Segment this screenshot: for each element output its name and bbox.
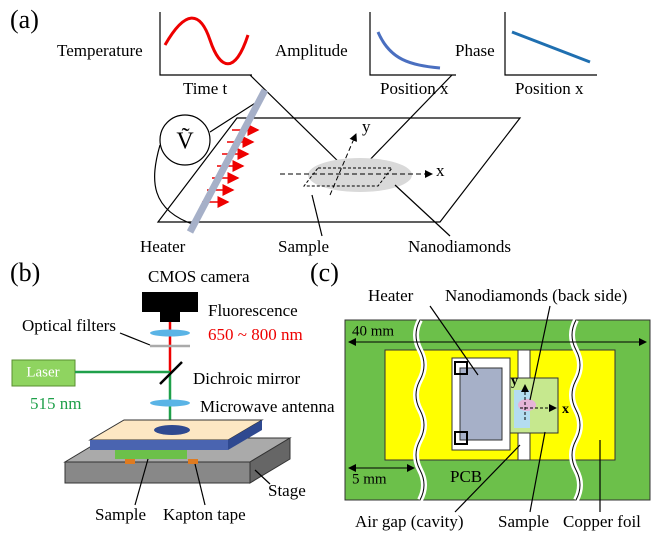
label: Sample bbox=[498, 512, 549, 531]
label: Air gap (cavity) bbox=[355, 512, 464, 531]
voltage-source bbox=[159, 114, 211, 166]
antenna-side bbox=[228, 420, 262, 450]
label: Heater bbox=[368, 286, 414, 305]
label: Heater bbox=[140, 237, 186, 256]
label: Stage bbox=[268, 481, 306, 500]
plot-xlabel: Position x bbox=[380, 79, 449, 98]
pointer-line bbox=[429, 305, 479, 376]
sample-area bbox=[308, 158, 412, 192]
label: Dichroic mirror bbox=[193, 369, 300, 388]
dimension-label: 40 mm bbox=[352, 323, 394, 339]
label: Microwave antenna bbox=[200, 397, 335, 416]
plot-ylabel: Amplitude bbox=[275, 41, 348, 60]
axis-label: y bbox=[362, 117, 371, 136]
plot-ylabel: Temperature bbox=[57, 41, 143, 60]
antenna-front bbox=[90, 440, 228, 450]
plot-xlabel: Time t bbox=[183, 79, 228, 98]
cut-mark bbox=[571, 319, 581, 501]
panel-label: (a) bbox=[10, 5, 39, 34]
label: 650 ~ 800 nm bbox=[208, 325, 303, 344]
axis-label: x bbox=[562, 402, 569, 417]
pointer-line bbox=[529, 431, 546, 513]
lens bbox=[150, 329, 190, 337]
camera-body bbox=[142, 292, 198, 312]
lens bbox=[150, 399, 190, 407]
pointer-line bbox=[254, 469, 271, 485]
label: Sample bbox=[278, 237, 329, 256]
stage-front bbox=[64, 461, 251, 484]
kapton-tape bbox=[188, 459, 198, 464]
axis-label: x bbox=[436, 161, 445, 180]
pointer-line bbox=[311, 194, 323, 237]
plot-xlabel: Position x bbox=[515, 79, 584, 98]
heater-bar bbox=[186, 88, 269, 234]
dimension-label: 5 mm bbox=[352, 471, 387, 487]
amplitude-curve bbox=[376, 31, 441, 70]
y-axis bbox=[329, 133, 357, 196]
camera-lens bbox=[160, 312, 180, 322]
pointer-line bbox=[394, 184, 451, 237]
panel-label: (b) bbox=[10, 258, 40, 287]
pointer-line bbox=[454, 444, 521, 513]
contact bbox=[454, 361, 468, 375]
antenna-hole bbox=[154, 425, 190, 435]
label: Nanodiamonds bbox=[408, 237, 511, 256]
nd-spot bbox=[518, 399, 536, 411]
label: Fluorescence bbox=[208, 301, 298, 320]
pointer-line bbox=[194, 463, 206, 506]
panel-label: (c) bbox=[310, 258, 339, 287]
label: Copper foil bbox=[563, 512, 641, 531]
stage-side bbox=[249, 437, 291, 484]
pointer-line bbox=[249, 74, 346, 169]
phase-line bbox=[511, 30, 591, 64]
label: Laser bbox=[26, 364, 59, 380]
label: Kapton tape bbox=[163, 505, 246, 524]
voltage-label: Ṽ bbox=[176, 128, 194, 155]
pointer-line bbox=[134, 458, 149, 506]
heater bbox=[459, 367, 503, 441]
mini-axes bbox=[159, 12, 252, 76]
axis-label: y bbox=[511, 374, 518, 389]
nd-region bbox=[302, 167, 394, 187]
label: Sample bbox=[95, 505, 146, 524]
mini-axes bbox=[369, 12, 456, 76]
cut-mark bbox=[415, 319, 425, 501]
pointer-line bbox=[359, 74, 453, 171]
pointer-line bbox=[119, 332, 151, 346]
label: PCB bbox=[450, 467, 482, 486]
kapton-tape bbox=[125, 459, 135, 464]
temperature-curve bbox=[163, 16, 250, 66]
label: 515 nm bbox=[30, 394, 81, 413]
label: Optical filters bbox=[22, 316, 116, 335]
laser-box bbox=[11, 359, 76, 387]
wire bbox=[154, 99, 261, 226]
pointer-line bbox=[529, 305, 551, 401]
label: CMOS camera bbox=[148, 267, 250, 286]
dichroic-mirror bbox=[159, 361, 183, 385]
plot-ylabel: Phase bbox=[455, 41, 495, 60]
label: Nanodiamonds (back side) bbox=[445, 286, 627, 305]
sample-plane bbox=[156, 117, 522, 223]
sample bbox=[115, 450, 187, 459]
contact bbox=[454, 431, 468, 445]
mini-axes bbox=[504, 12, 597, 76]
